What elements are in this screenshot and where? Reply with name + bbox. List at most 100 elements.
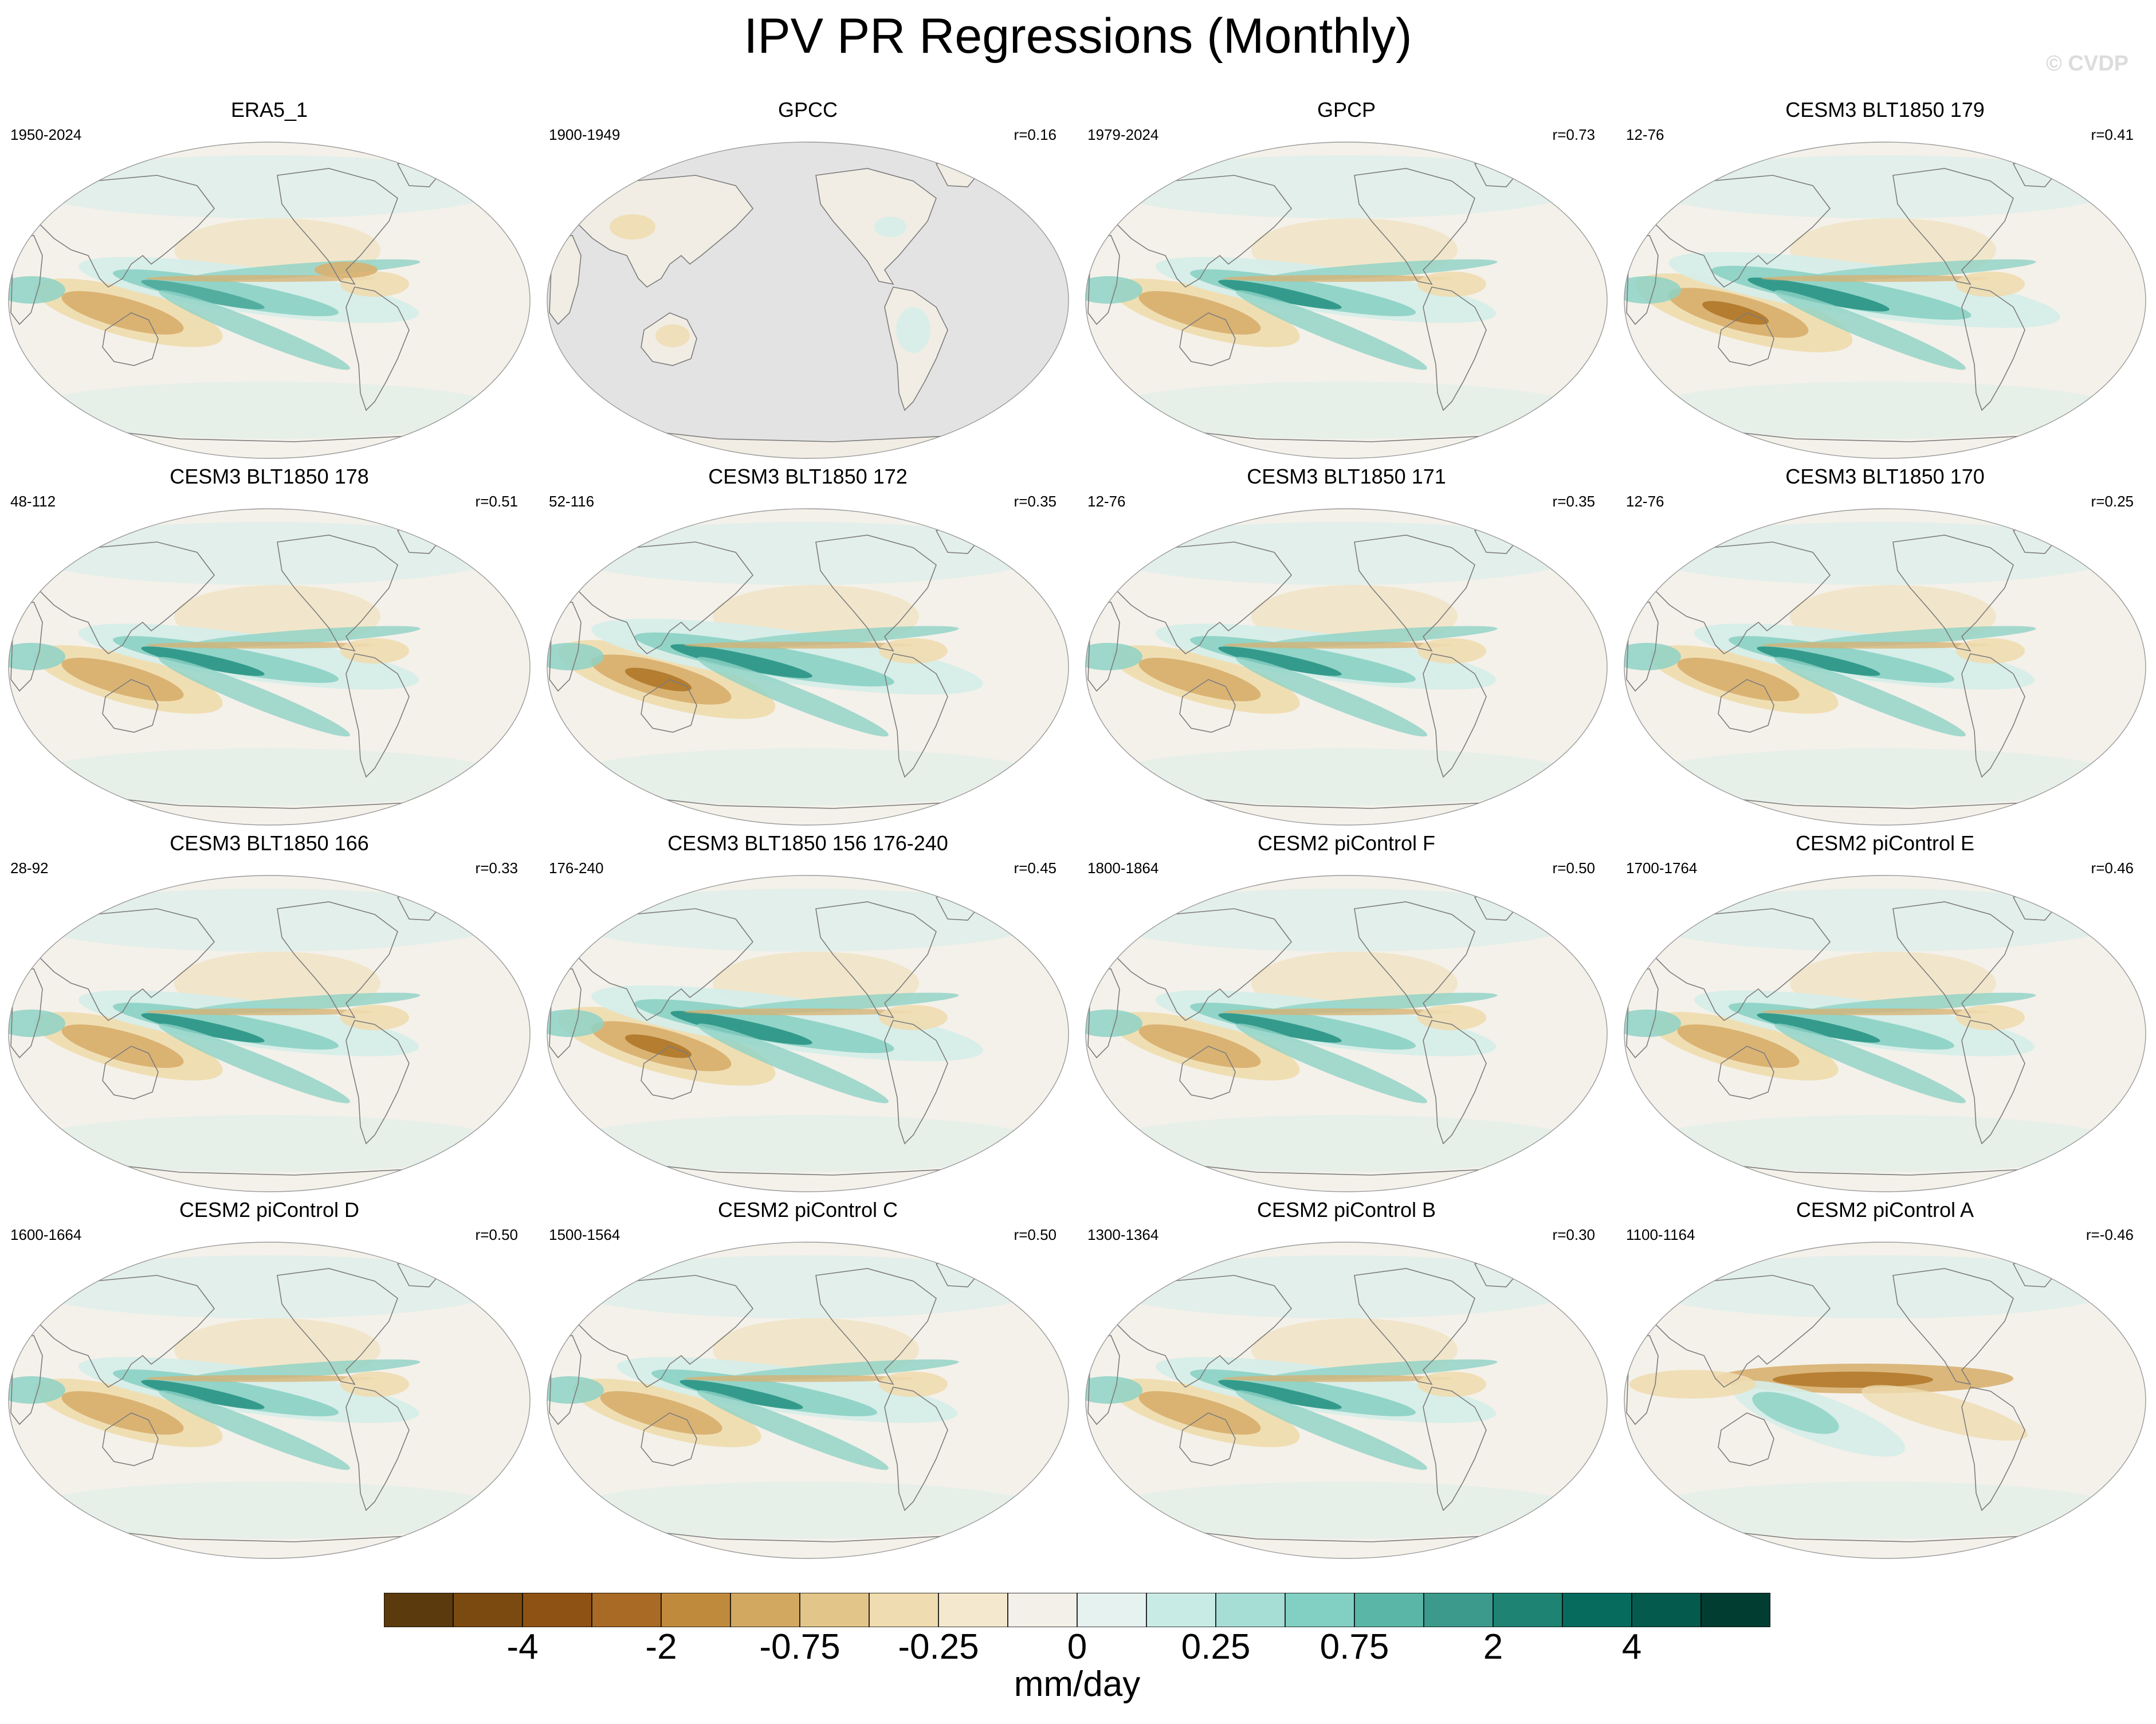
colorbar-swatch — [938, 1593, 1008, 1627]
anomaly-blob — [655, 324, 690, 347]
anomaly-blob — [1190, 1003, 1416, 1050]
anomaly-blob — [1624, 276, 1681, 304]
anomaly-blob — [141, 646, 265, 676]
anomaly-blob — [340, 1372, 409, 1397]
map-border — [547, 142, 1069, 459]
coastline-africa — [549, 602, 582, 692]
coastline-samerica — [345, 653, 410, 778]
coastline-australia — [641, 679, 697, 733]
anomaly-blob — [61, 1391, 184, 1435]
colorbar-tick-label: 0 — [1067, 1627, 1087, 1667]
coastline-asia — [1113, 175, 1293, 288]
anomaly-blob — [113, 1369, 339, 1416]
anomaly-blob — [1086, 276, 1142, 304]
colorbar-swatch — [730, 1593, 800, 1627]
anomaly-blob — [1138, 1024, 1261, 1068]
anomaly-blob — [61, 658, 184, 701]
coastline-africa — [1087, 602, 1120, 692]
watermark: © CVDP — [2045, 52, 2128, 76]
anomaly-blob — [564, 748, 1045, 806]
coastline-samerica — [1423, 1020, 1487, 1145]
anomaly-blob — [25, 889, 506, 952]
panel-title: ERA5_1 — [230, 98, 308, 121]
map-panel: CESM2 piControl C 1500-1564 r=0.50 — [539, 1192, 1077, 1559]
anomaly-blob — [625, 667, 692, 692]
anomaly-blob — [141, 1013, 265, 1043]
coastline-namerica — [277, 168, 398, 285]
anomaly-blob — [684, 642, 913, 649]
anomaly-blob — [1235, 1390, 1428, 1470]
regression-field — [9, 875, 530, 1192]
anomaly-blob — [1757, 1013, 1880, 1043]
map-border — [8, 1242, 531, 1559]
anomaly-blob — [547, 1376, 604, 1404]
coastline-asia — [36, 541, 215, 655]
colorbar-swatch — [869, 1593, 939, 1627]
coastline-australia — [1179, 312, 1236, 366]
panel-period: 48-112 — [10, 493, 56, 510]
coastline-namerica — [1892, 1268, 2014, 1385]
anomaly-blob — [1218, 280, 1342, 309]
panel-title: CESM3 BLT1850 172 — [708, 465, 908, 488]
map-border — [1624, 1242, 2146, 1559]
map-border — [547, 875, 1069, 1192]
panel-correlation: r=0.25 — [2091, 493, 2134, 510]
colorbar-tick-label: -4 — [506, 1627, 539, 1667]
anomaly-blob — [625, 1034, 692, 1058]
coastline-africa — [1626, 602, 1659, 692]
map-panel: CESM3 BLT1850 172 52-116 r=0.35 — [539, 458, 1077, 826]
coastline-asia — [575, 1275, 754, 1388]
anomaly-blob — [1138, 1391, 1261, 1435]
panel-period: 52-116 — [549, 493, 595, 510]
coastline-asia — [1113, 541, 1293, 655]
anomaly-blob — [564, 1255, 1045, 1318]
coastline-namerica — [277, 535, 398, 652]
anomaly-blob — [340, 1005, 409, 1030]
colorbar-swatch — [1493, 1593, 1563, 1627]
anomaly-blob — [141, 1380, 265, 1409]
coastline-namerica — [1892, 168, 2014, 285]
colorbar-units: mm/day — [1014, 1664, 1141, 1704]
anomaly-blob — [1757, 646, 1880, 676]
regression-field — [547, 1242, 1069, 1558]
map-panel: CESM2 piControl A 1100-1164 r=-0.46 — [1616, 1192, 2154, 1559]
map-border — [1624, 875, 2146, 1192]
panel-correlation: r=0.46 — [2091, 859, 2134, 877]
map-panel: CESM2 piControl B 1300-1364 r=0.30 — [1077, 1192, 1616, 1559]
coastline-asia — [1652, 175, 1831, 288]
anomaly-blob — [1641, 889, 2122, 952]
panel-title: CESM3 BLT1850 170 — [1785, 465, 1985, 488]
panel-period: 12-76 — [1626, 493, 1664, 510]
anomaly-blob — [25, 522, 506, 585]
map-border — [8, 508, 531, 826]
anomaly-blob — [1235, 1023, 1428, 1103]
regression-field — [9, 1242, 530, 1558]
anomaly-blob — [1102, 382, 1584, 439]
world-map — [8, 508, 531, 826]
anomaly-blob — [1729, 1003, 1954, 1050]
colorbar-swatch — [1631, 1593, 1702, 1627]
panel-correlation: r=0.50 — [475, 1226, 518, 1243]
coastline-australia — [1718, 312, 1774, 366]
anomaly-blob — [1190, 1369, 1416, 1416]
panel-period: 1600-1664 — [10, 1226, 82, 1243]
anomaly-blob — [340, 638, 409, 663]
anomaly-blob — [547, 643, 604, 670]
colorbar-swatch — [1354, 1593, 1424, 1627]
coastline-samerica — [345, 1387, 410, 1511]
anomaly-blob — [1641, 1115, 2122, 1172]
panel-period: 176-240 — [549, 859, 604, 877]
map-border — [1085, 508, 1608, 826]
coastline-asia — [575, 175, 754, 288]
anomaly-blob — [1752, 1392, 1839, 1434]
panel-correlation: r=0.45 — [1014, 859, 1057, 877]
coastline-namerica — [815, 901, 937, 1019]
map-border — [8, 142, 531, 459]
coastline-africa — [549, 968, 582, 1059]
colorbar-swatch — [1007, 1593, 1078, 1627]
coastline-asia — [1652, 541, 1831, 655]
anomaly-blob — [146, 1375, 375, 1382]
anomaly-blob — [1102, 1482, 1584, 1539]
world-map — [8, 1242, 531, 1559]
anomaly-blob — [1218, 1013, 1342, 1043]
